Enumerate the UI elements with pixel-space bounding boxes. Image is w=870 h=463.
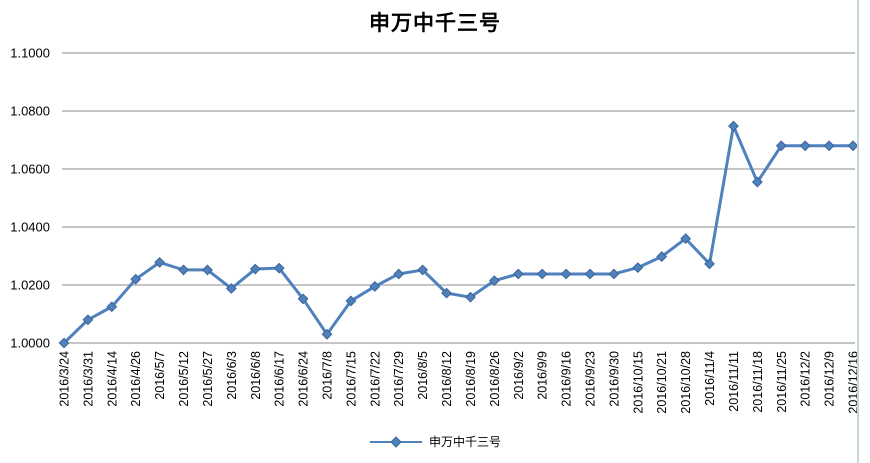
data-point-marker[interactable] <box>751 176 763 188</box>
legend[interactable]: 申万中千三号 <box>0 433 870 450</box>
spreadsheet-edge-line <box>857 0 859 463</box>
y-axis-tick-label: 1.0800 <box>10 104 50 119</box>
x-axis-tick-label: 2016/9/2 <box>512 351 526 400</box>
x-axis-tick-label: 2016/6/8 <box>249 351 263 400</box>
data-point-marker[interactable] <box>608 268 620 280</box>
x-axis-tick-label: 2016/3/31 <box>81 351 95 407</box>
x-axis-tick-label: 2016/11/4 <box>703 351 717 406</box>
x-axis-tick-label: 2016/9/23 <box>584 351 598 407</box>
data-point-marker[interactable] <box>799 140 811 152</box>
data-point-marker[interactable] <box>130 273 142 285</box>
x-axis-tick-label: 2016/10/15 <box>631 351 645 414</box>
data-point-marker[interactable] <box>656 251 668 262</box>
x-axis-tick-label: 2016/6/24 <box>297 351 311 407</box>
data-point-marker[interactable] <box>393 268 405 280</box>
x-axis-tick-label: 2016/8/12 <box>440 351 454 407</box>
data-point-marker[interactable] <box>441 287 452 299</box>
x-axis-tick-label: 2016/8/5 <box>416 351 430 400</box>
x-axis-tick-label: 2016/8/26 <box>488 351 502 407</box>
data-point-marker[interactable] <box>536 268 548 280</box>
data-point-marker[interactable] <box>178 264 189 276</box>
data-point-marker[interactable] <box>560 268 572 280</box>
x-axis-tick-label: 2016/5/7 <box>153 351 167 400</box>
data-point-marker[interactable] <box>82 314 94 326</box>
data-point-marker[interactable] <box>321 328 333 340</box>
x-axis-tick-label: 2016/12/2 <box>799 351 813 407</box>
data-point-marker[interactable] <box>417 264 429 276</box>
x-axis-tick-label: 2016/8/19 <box>464 351 478 407</box>
chart-title[interactable]: 申万中千三号 <box>369 12 501 35</box>
legend-label: 申万中千三号 <box>428 435 501 449</box>
x-axis-tick-label: 2016/4/14 <box>105 351 119 407</box>
x-axis-tick-label: 2016/7/22 <box>368 351 382 407</box>
x-axis-tick-label: 2016/7/8 <box>321 351 335 400</box>
x-axis-tick-label: 2016/10/28 <box>679 351 693 414</box>
x-axis-tick-label: 2016/4/26 <box>129 351 143 407</box>
data-point-marker[interactable] <box>249 263 261 275</box>
x-axis-tick-label: 2016/3/24 <box>58 351 72 407</box>
x-axis-tick-label: 2016/7/29 <box>392 351 406 407</box>
data-point-marker[interactable] <box>273 262 285 274</box>
y-axis-tick-label: 1.1000 <box>10 46 50 61</box>
y-axis-tick-label: 1.0400 <box>10 220 50 235</box>
data-point-marker[interactable] <box>632 262 644 274</box>
data-point-marker[interactable] <box>369 281 381 292</box>
y-axis-tick-label: 1.0600 <box>10 162 50 177</box>
data-point-marker[interactable] <box>823 140 835 152</box>
x-axis-tick-label: 2016/6/3 <box>225 351 239 400</box>
data-point-marker[interactable] <box>488 275 500 287</box>
x-axis-tick-label: 2016/9/30 <box>607 351 621 407</box>
data-point-marker[interactable] <box>297 293 309 305</box>
data-point-marker[interactable] <box>58 337 70 349</box>
x-axis-tick-label: 2016/9/9 <box>536 351 550 400</box>
data-point-marker[interactable] <box>465 291 476 303</box>
x-axis-tick-label: 2016/11/18 <box>751 351 765 413</box>
data-point-marker[interactable] <box>512 268 524 280</box>
x-axis-tick-label: 2016/10/21 <box>655 351 669 414</box>
legend-line-marker-icon <box>369 435 422 448</box>
y-axis-tick-label: 1.0000 <box>10 336 50 351</box>
data-point-marker[interactable] <box>225 283 237 294</box>
data-point-marker[interactable] <box>202 264 213 276</box>
data-point-marker[interactable] <box>584 268 596 280</box>
data-point-marker[interactable] <box>154 256 166 268</box>
data-point-marker[interactable] <box>106 301 118 313</box>
x-axis-tick-label: 2016/7/15 <box>344 351 358 407</box>
x-axis-tick-label: 2016/6/17 <box>273 351 287 407</box>
legend-diamond-icon <box>390 435 402 448</box>
x-axis-tick-label: 2016/11/11 <box>727 351 741 412</box>
data-point-marker[interactable] <box>680 233 692 245</box>
y-axis-tick-label: 1.0200 <box>10 278 50 293</box>
x-axis-tick-label: 2016/11/25 <box>775 351 789 413</box>
series-line[interactable] <box>62 124 855 345</box>
data-point-marker[interactable] <box>775 140 787 152</box>
x-axis-tick-label: 2016/12/9 <box>823 351 837 407</box>
x-axis-tick-label: 2016/9/16 <box>560 351 574 407</box>
data-point-marker[interactable] <box>847 140 859 152</box>
x-axis-tick-label: 2016/5/12 <box>177 351 191 407</box>
data-point-marker[interactable] <box>345 295 357 307</box>
data-point-marker[interactable] <box>704 258 715 270</box>
x-axis-tick-label: 2016/5/27 <box>201 351 215 407</box>
data-point-marker[interactable] <box>728 120 739 132</box>
